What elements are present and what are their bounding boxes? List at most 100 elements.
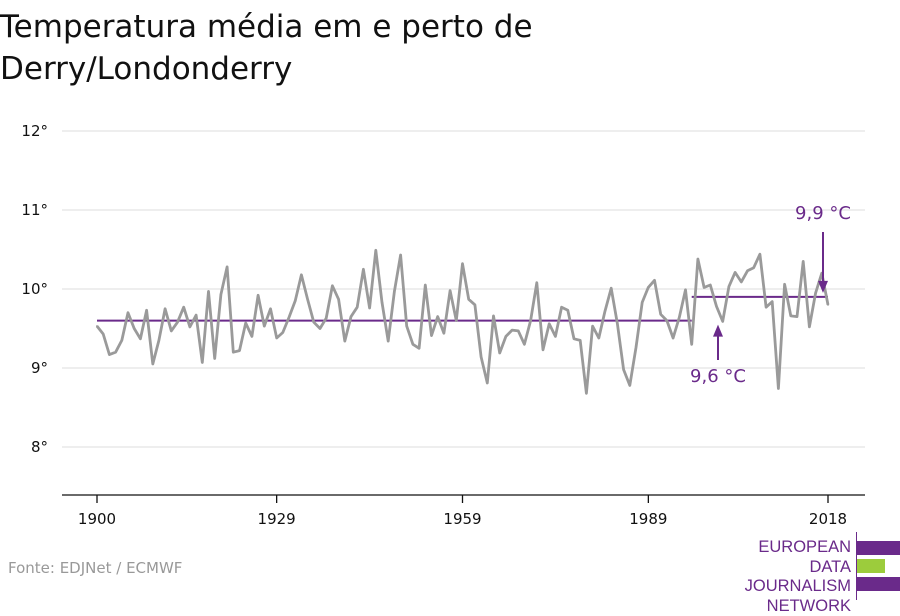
x-tick-label-2018: 2018	[809, 510, 847, 528]
y-tick-label-8: 8°	[31, 438, 48, 456]
data-point-2004	[740, 281, 742, 283]
data-point-2011	[784, 283, 786, 285]
data-point-1952	[418, 347, 420, 349]
data-point-2007	[759, 253, 761, 255]
data-point-1937	[325, 317, 327, 319]
data-point-1949	[400, 254, 402, 256]
arrow-head-1	[713, 325, 723, 337]
data-point-1972	[542, 349, 544, 351]
data-point-1977	[573, 338, 575, 340]
data-point-1940	[344, 340, 346, 342]
edjnet-logo: EUROPEAN DATA JOURNALISM NETWORK	[700, 532, 900, 600]
data-point-1991	[660, 313, 662, 315]
x-tick-label-1900: 1900	[78, 510, 116, 528]
data-point-1926	[257, 294, 259, 296]
data-point-1946	[381, 301, 383, 303]
logo-bar-purple-bottom	[857, 577, 900, 591]
data-point-2005	[747, 270, 749, 272]
data-point-1954	[431, 335, 433, 337]
data-point-1901	[102, 333, 104, 335]
data-point-1927	[263, 325, 265, 327]
data-point-1929	[276, 337, 278, 339]
data-point-1918	[208, 290, 210, 292]
data-point-1912	[170, 330, 172, 332]
data-point-1922	[232, 351, 234, 353]
data-point-1975	[561, 306, 563, 308]
data-point-1936	[319, 328, 321, 330]
data-point-2014	[802, 260, 804, 262]
data-point-1981	[598, 337, 600, 339]
data-point-1950	[406, 325, 408, 327]
y-tick-label-11: 11°	[21, 201, 48, 219]
data-point-1987	[635, 347, 637, 349]
data-point-1999	[709, 284, 711, 286]
data-point-1925	[251, 335, 253, 337]
data-point-2016	[815, 292, 817, 294]
data-point-1921	[226, 266, 228, 268]
data-point-1989	[647, 286, 649, 288]
data-point-1998	[703, 286, 705, 288]
data-point-1932	[294, 300, 296, 302]
logo-bar-green	[857, 559, 885, 573]
data-point-1911	[164, 308, 166, 310]
y-tick-label-9: 9°	[31, 359, 48, 377]
data-point-1928	[270, 308, 272, 310]
data-point-2012	[790, 315, 792, 317]
data-point-1933	[300, 274, 302, 276]
y-axis-ticks: 8°9°10°11°12°	[21, 122, 48, 456]
data-point-1970	[530, 320, 532, 322]
data-point-1996	[691, 343, 693, 345]
data-point-2015	[808, 326, 810, 328]
data-point-1986	[629, 384, 631, 386]
data-point-1993	[672, 337, 674, 339]
data-point-1920	[220, 294, 222, 296]
data-point-1988	[641, 301, 643, 303]
data-point-1943	[362, 268, 364, 270]
data-point-1935	[313, 321, 315, 323]
data-point-1917	[201, 362, 203, 364]
data-point-1973	[548, 323, 550, 325]
x-tick-label-1959: 1959	[443, 510, 481, 528]
data-point-1938	[331, 285, 333, 287]
data-point-2009	[771, 301, 773, 303]
data-point-1980	[592, 325, 594, 327]
data-point-1997	[697, 258, 699, 260]
data-point-1908	[146, 309, 148, 311]
data-point-1984	[616, 323, 618, 325]
data-point-2010	[777, 388, 779, 390]
logo-text: EUROPEAN DATA JOURNALISM NETWORK	[700, 538, 851, 616]
data-point-1906	[133, 328, 135, 330]
data-point-1944	[369, 307, 371, 309]
average-label-2: 9,9 °C	[795, 203, 851, 224]
data-point-2003	[734, 271, 736, 273]
data-point-1963	[486, 382, 488, 384]
data-point-1913	[177, 321, 179, 323]
data-point-2018	[827, 304, 829, 306]
data-point-2006	[753, 267, 755, 269]
data-point-1931	[288, 316, 290, 318]
data-point-1956	[443, 332, 445, 334]
data-point-1995	[685, 289, 687, 291]
data-point-1948	[393, 290, 395, 292]
x-tick-label-1989: 1989	[629, 510, 667, 528]
data-point-1955	[437, 316, 439, 318]
data-point-1907	[139, 338, 141, 340]
data-point-1916	[195, 314, 197, 316]
source-note: Fonte: EDJNet / ECMWF	[8, 559, 182, 577]
data-point-1903	[115, 351, 117, 353]
logo-line-1: EUROPEAN	[700, 538, 851, 558]
data-point-1978	[579, 339, 581, 341]
data-point-1974	[554, 335, 556, 337]
logo-line-2: DATA JOURNALISM	[700, 558, 851, 597]
data-point-1979	[585, 392, 587, 394]
data-point-2008	[765, 306, 767, 308]
data-point-1959	[462, 263, 464, 265]
data-point-1961	[474, 304, 476, 306]
data-point-1924	[245, 322, 247, 324]
data-point-1915	[189, 326, 191, 328]
data-point-1985	[623, 369, 625, 371]
data-point-1904	[121, 339, 123, 341]
data-point-1965	[499, 352, 501, 354]
